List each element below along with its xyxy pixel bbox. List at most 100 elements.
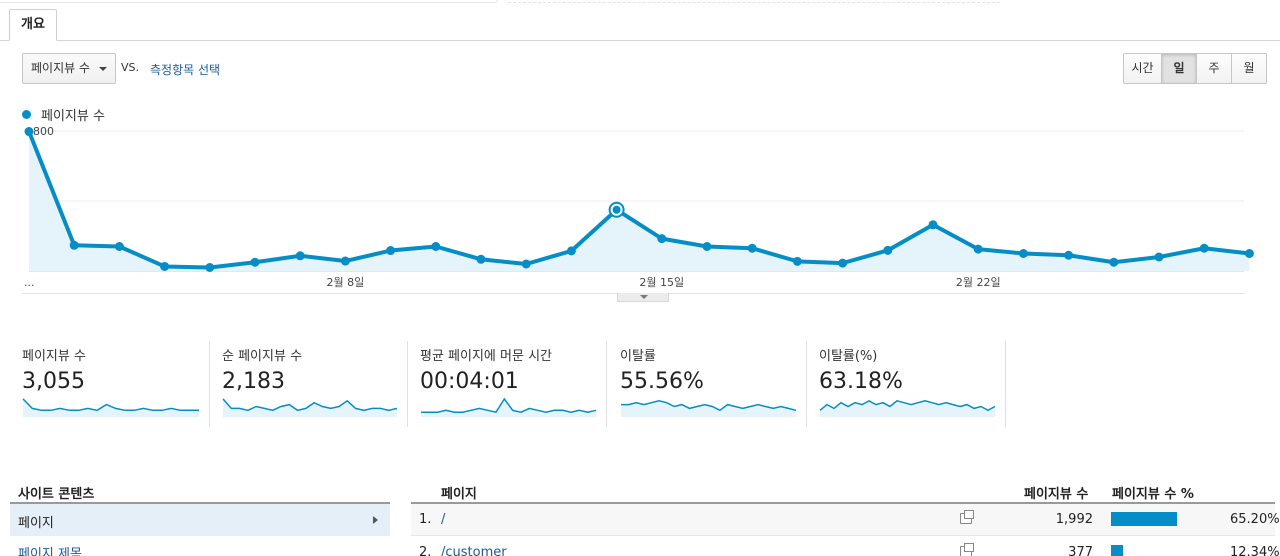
data-point[interactable] (928, 220, 938, 230)
granularity-group: 시간 일 주 월 (1123, 53, 1267, 84)
row-views: 377 (1068, 545, 1093, 556)
scorecard-label: 이탈률 (620, 349, 656, 364)
row-pct: 65.20% (1230, 512, 1280, 527)
x-tick-label: 2월 15일 (639, 275, 684, 289)
scorecard-value: 00:04:01 (420, 369, 519, 394)
metric-select[interactable]: 페이지뷰 수 (22, 53, 116, 84)
granularity-week-button[interactable]: 주 (1196, 53, 1232, 84)
scorecard-value: 55.56% (620, 369, 704, 394)
data-point[interactable] (295, 251, 305, 261)
sparkline-area (23, 398, 199, 417)
table-header-pct: 페이지뷰 수 % (1112, 487, 1194, 502)
row-rank: 2. (419, 545, 432, 556)
granularity-hour-button[interactable]: 시간 (1123, 53, 1162, 84)
scorecard-divider (1005, 341, 1006, 427)
scorecard-value: 2,183 (222, 369, 285, 394)
data-point[interactable] (24, 127, 34, 137)
legend-label: 페이지뷰 수 (41, 109, 105, 124)
scorecard-pageviews[interactable]: 페이지뷰 수 3,055 (22, 341, 210, 427)
table-header-page: 페이지 (441, 487, 477, 502)
page-link[interactable]: / (441, 512, 446, 527)
data-point[interactable] (114, 242, 124, 251)
chevron-right-icon (373, 516, 378, 524)
granularity-month-button[interactable]: 월 (1231, 53, 1267, 84)
data-point[interactable] (476, 254, 486, 264)
chart-collapse-toggle[interactable] (617, 293, 669, 302)
sparkline-area (223, 398, 397, 417)
tab-overview[interactable]: 개요 (9, 9, 57, 41)
y-tick-label: 800 (33, 125, 54, 138)
series-line (27, 130, 1250, 270)
scorecard-label: 페이지뷰 수 (22, 349, 86, 364)
data-point[interactable] (973, 244, 983, 254)
row-pct: 12.34% (1230, 545, 1280, 556)
sparkline-line (621, 400, 797, 412)
row-pct-bar (1111, 545, 1124, 556)
scorecard-value: 3,055 (22, 369, 85, 394)
data-point[interactable] (702, 242, 712, 251)
table-row: 1. / 1,992 65.20% (411, 504, 1280, 536)
site-content-title: 사이트 콘텐츠 (18, 487, 95, 502)
compare-metric-link[interactable]: 측정항목 선택 (150, 63, 221, 77)
scorecard-value: 63.18% (819, 369, 903, 394)
top-panel-edge-dashed (508, 0, 1000, 3)
scorecard-bounce-rate[interactable]: 이탈률 55.56% (620, 341, 807, 427)
x-tick-label: ... (24, 276, 35, 289)
data-point[interactable] (838, 258, 848, 268)
data-point[interactable] (431, 242, 441, 251)
tab-bar-line (0, 40, 1280, 41)
x-tick-label: 2월 8일 (327, 275, 365, 289)
data-point[interactable] (521, 259, 531, 269)
site-content-item-page-title[interactable]: 페이지 제목 (18, 547, 82, 556)
data-point[interactable] (566, 246, 576, 256)
sparkline (222, 398, 398, 417)
scorecard-exit-rate[interactable]: 이탈률(%) 63.18% (819, 341, 1006, 427)
row-views: 1,992 (1055, 512, 1093, 527)
data-point[interactable] (792, 256, 802, 266)
chevron-down-icon (99, 67, 107, 71)
page-link[interactable]: /customer (441, 545, 507, 556)
table-divider (411, 502, 1275, 504)
scorecard-label: 이탈률(%) (819, 349, 878, 364)
scorecard-divider (606, 341, 607, 427)
external-link-icon[interactable] (960, 510, 974, 524)
data-point[interactable] (160, 261, 170, 271)
data-point[interactable] (612, 205, 621, 214)
scorecard-unique-pageviews[interactable]: 순 페이지뷰 수 2,183 (222, 341, 408, 427)
site-content-item-page[interactable]: 페이지 (10, 504, 390, 536)
table-row: 2. /customer 377 12.34% (411, 537, 1280, 556)
sparkline (621, 400, 797, 417)
scorecard-label: 평균 페이지에 머문 시간 (420, 349, 552, 364)
scorecard-avg-time[interactable]: 평균 페이지에 머문 시간 00:04:01 (420, 341, 607, 427)
sparkline-line (22, 398, 199, 412)
sparkline-line (819, 399, 996, 412)
data-point[interactable] (69, 240, 79, 250)
data-point[interactable] (657, 234, 667, 244)
external-link-icon[interactable] (960, 543, 974, 556)
vs-label: VS. (121, 61, 140, 74)
data-point[interactable] (1018, 249, 1028, 258)
data-point[interactable] (1199, 243, 1209, 253)
granularity-day-button[interactable]: 일 (1161, 53, 1197, 84)
x-tick-label: 2월 22일 (956, 275, 1001, 289)
data-point[interactable] (1244, 249, 1254, 258)
sparkline-line (222, 398, 398, 412)
data-point[interactable] (1154, 252, 1164, 262)
series-area (29, 131, 1250, 271)
top-panel-edge (0, 0, 498, 3)
data-point[interactable] (205, 263, 215, 272)
table-header-views: 페이지뷰 수 (1024, 487, 1089, 502)
scorecard-divider (209, 341, 210, 427)
scorecard-divider (407, 341, 408, 427)
data-point[interactable] (340, 256, 350, 266)
data-point[interactable] (386, 246, 396, 256)
scorecard-label: 순 페이지뷰 수 (222, 349, 303, 364)
sparkline-area (621, 400, 796, 417)
data-point[interactable] (883, 245, 893, 255)
data-point[interactable] (1109, 257, 1119, 267)
data-point[interactable] (747, 243, 757, 253)
data-point[interactable] (1064, 250, 1074, 260)
row-rank: 1. (419, 512, 432, 527)
data-point[interactable] (250, 257, 260, 267)
